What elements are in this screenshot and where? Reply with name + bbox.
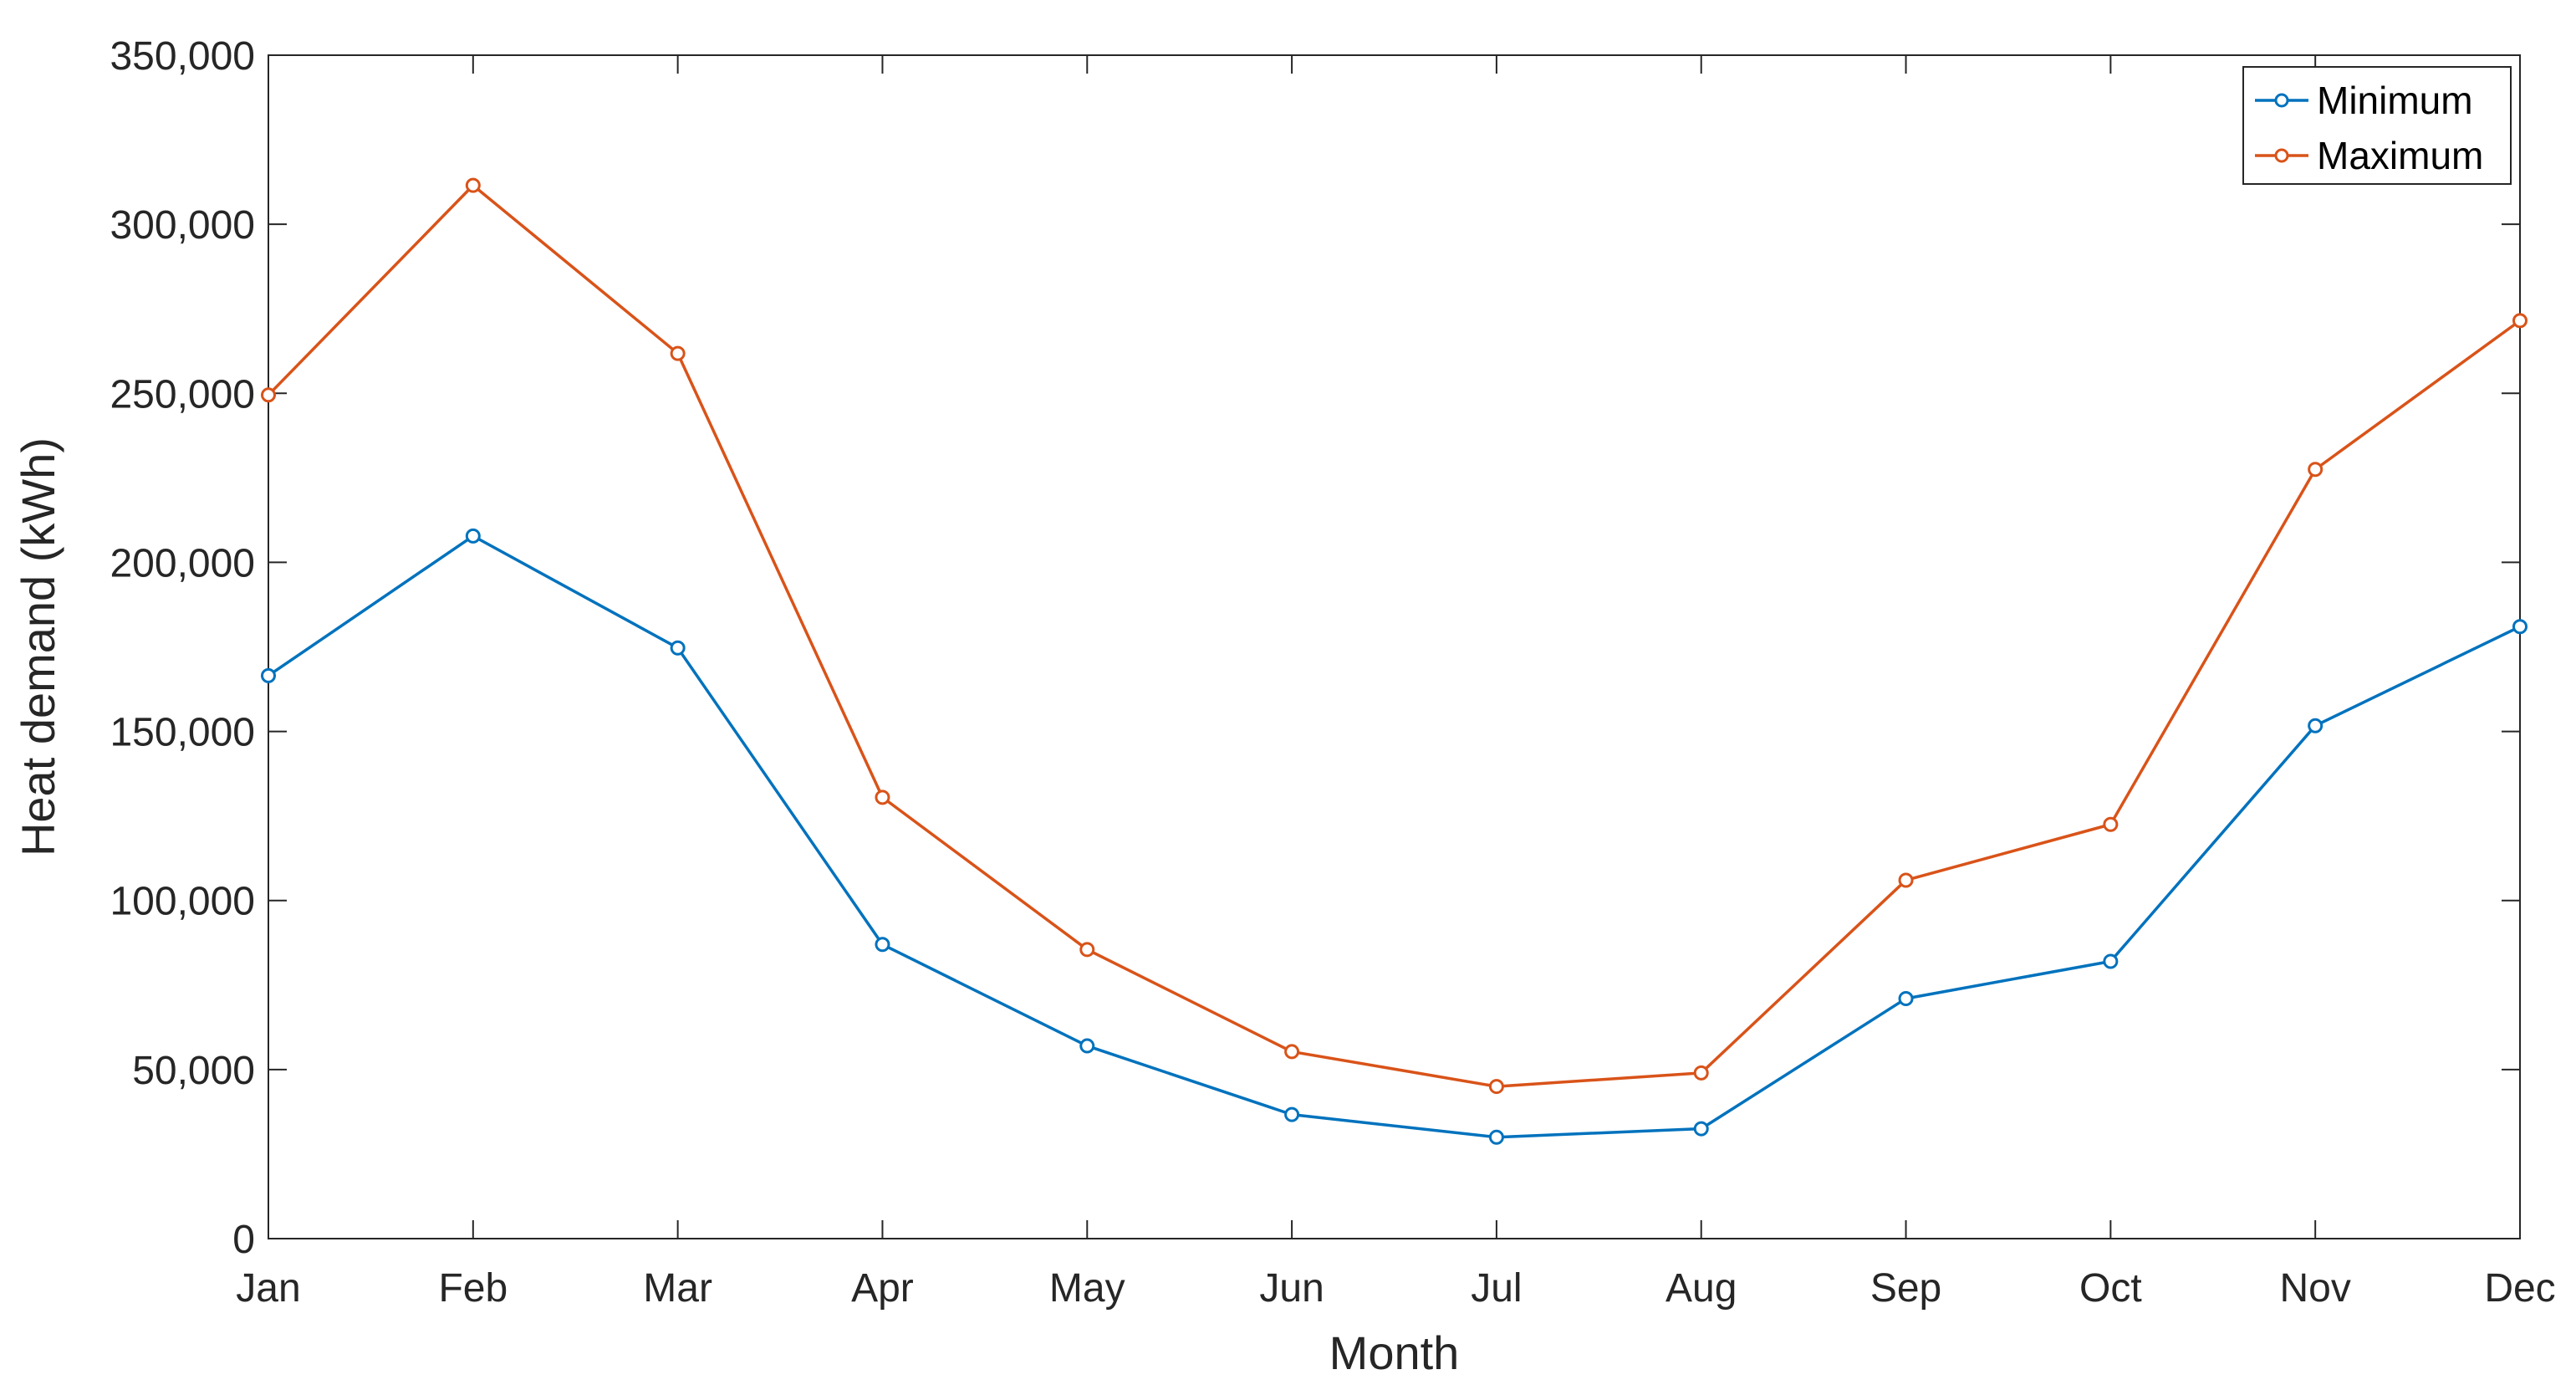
data-point-minimum — [1898, 990, 1914, 1006]
x-tick-label: Dec — [2484, 1266, 2555, 1311]
data-point-maximum — [1284, 1044, 1300, 1060]
data-point-minimum — [670, 640, 686, 656]
data-point-minimum — [1079, 1038, 1095, 1054]
plot-area — [268, 54, 2521, 1239]
series-line-maximum — [267, 183, 2522, 1088]
data-point-maximum — [2512, 313, 2528, 329]
x-tick-label: Oct — [2079, 1266, 2142, 1311]
legend-label-maximum: Maximum — [2317, 134, 2483, 177]
data-point-minimum — [1284, 1106, 1300, 1122]
data-point-maximum — [1488, 1079, 1504, 1095]
y-tick-label: 250,000 — [110, 372, 255, 416]
x-tick-label: Aug — [1665, 1266, 1737, 1311]
y-axis-title: Heat demand (kWh) — [12, 437, 64, 856]
x-tick-label: Apr — [851, 1266, 914, 1311]
data-point-maximum — [1693, 1065, 1709, 1081]
x-tick-label: Jul — [1471, 1266, 1522, 1311]
series-line-minimum — [268, 534, 2521, 1139]
data-point-maximum — [2103, 816, 2119, 832]
data-point-minimum — [1488, 1129, 1504, 1145]
data-point-minimum — [1693, 1121, 1709, 1137]
data-point-minimum — [2103, 953, 2119, 969]
data-point-minimum — [465, 528, 481, 544]
x-axis-title: Month — [1329, 1326, 1460, 1379]
y-tick-label: 200,000 — [110, 541, 255, 585]
data-point-minimum — [2512, 619, 2528, 635]
x-tick-label: Mar — [643, 1266, 712, 1311]
x-tick-label: Jan — [236, 1266, 300, 1311]
series-layer — [261, 177, 2528, 1145]
legend-label-minimum: Minimum — [2317, 79, 2473, 122]
data-point-maximum — [261, 387, 276, 403]
legend-marker-maximum — [2274, 148, 2289, 163]
x-tick-label: May — [1049, 1266, 1125, 1311]
data-point-maximum — [2308, 462, 2324, 478]
y-tick-label: 0 — [232, 1218, 255, 1262]
y-tick-label: 150,000 — [110, 711, 255, 755]
legend-marker-minimum — [2274, 93, 2289, 108]
data-point-maximum — [670, 345, 686, 361]
x-tick-label: Sep — [1870, 1266, 1941, 1311]
data-point-maximum — [1898, 872, 1914, 888]
x-tick-label: Nov — [2280, 1266, 2351, 1311]
axes-box — [268, 54, 2521, 1239]
x-tick-label: Jun — [1259, 1266, 1324, 1311]
y-axis: 0 50,000 100,000 150,000 200,000 250,000 300,0… — [110, 34, 2520, 1262]
x-axis: Jan Feb Mar Apr May Jun Jul Aug Sep Oct Nov Dec — [236, 55, 2556, 1311]
legend-box — [2242, 66, 2512, 185]
y-tick-label: 50,000 — [132, 1049, 255, 1093]
data-point-maximum — [1079, 942, 1095, 958]
data-point-minimum — [875, 937, 890, 953]
legend-entries: Minimum Maximum — [2255, 79, 2483, 177]
data-point-minimum — [261, 667, 276, 683]
y-tick-label: 350,000 — [110, 34, 255, 79]
data-point-maximum — [465, 177, 481, 193]
legend: Minimum Maximum — [2242, 66, 2512, 185]
y-tick-label: 300,000 — [110, 203, 255, 248]
x-tick-label: Feb — [438, 1266, 508, 1311]
data-point-maximum — [875, 790, 890, 805]
y-tick-label: 100,000 — [110, 880, 255, 924]
data-point-minimum — [2308, 718, 2324, 733]
